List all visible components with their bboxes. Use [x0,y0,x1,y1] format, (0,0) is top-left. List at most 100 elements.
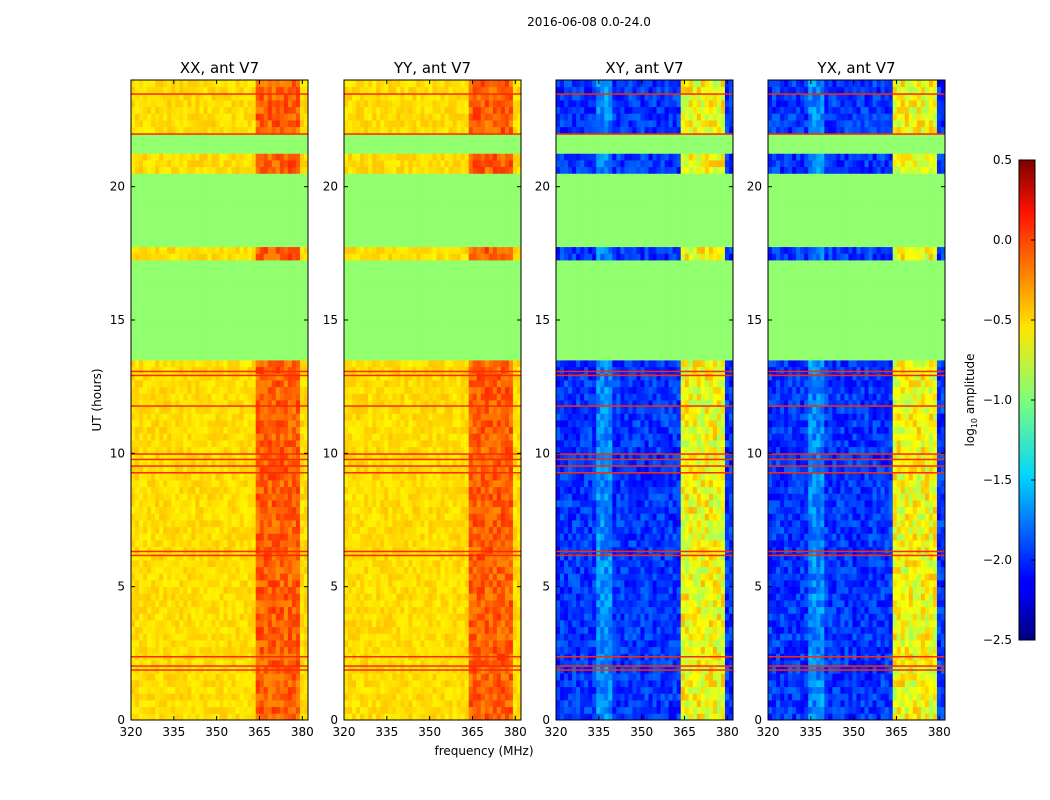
heatmap-cell [227,546,232,554]
heatmap-cell [155,266,160,274]
heatmap-cell [195,406,200,414]
heatmap-cell [151,293,156,301]
heatmap-cell [227,620,232,628]
heatmap-cell [151,320,156,328]
heatmap-cell [508,680,514,688]
heatmap-cell [131,453,136,461]
heatmap-cell [139,186,144,194]
heatmap-cell [223,386,228,394]
heatmap-cell [408,606,413,614]
heatmap-cell [243,566,249,574]
heatmap-cell [239,393,245,401]
heatmap-cell [183,486,188,494]
heatmap-cell [207,633,212,641]
heatmap-cell [159,706,164,714]
heatmap-cell [215,426,220,434]
heatmap-cell [187,706,192,714]
heatmap-cell [171,233,176,241]
heatmap-cell [384,620,389,628]
heatmap-cell [444,620,449,628]
heatmap-cell [227,373,232,381]
heatmap-cell [243,280,249,288]
heatmap-cell [223,506,228,514]
heatmap-cell [199,473,204,481]
heatmap-cell [299,706,305,714]
heatmap-cell [243,360,249,368]
heatmap-cell [211,600,216,608]
heatmap-cell [255,493,261,501]
heatmap-cell [183,573,188,581]
heatmap-cell [259,366,265,374]
heatmap-cell [263,226,269,234]
heatmap-cell [488,626,494,634]
heatmap-cell [464,700,470,708]
heatmap-cell [195,426,200,434]
heatmap-cell [279,280,285,288]
heatmap-cell [279,213,285,221]
heatmap-cell [247,393,253,401]
heatmap-cell [219,353,224,361]
heatmap-cell [159,380,164,388]
heatmap-cell [468,640,474,648]
heatmap-cell [223,100,228,108]
heatmap-cell [195,700,200,708]
heatmap-cell [243,253,249,261]
heatmap-cell [143,226,148,234]
heatmap-cell [227,306,232,314]
heatmap-cell [203,706,208,714]
heatmap-cell [412,626,417,634]
heatmap-cell [175,673,180,681]
heatmap-cell [271,593,277,601]
heatmap-cell [147,153,152,161]
heatmap-cell [175,600,180,608]
heatmap-cell [223,440,228,448]
heatmap-cell [223,633,228,641]
heatmap-cell [175,513,180,521]
heatmap-cell [275,553,281,561]
heatmap-cell [195,246,200,254]
heatmap-cell [235,413,241,421]
heatmap-cell [183,206,188,214]
heatmap-cell [207,480,212,488]
heatmap-cell [183,660,188,668]
heatmap-cell [239,173,245,181]
heatmap-cell [187,380,192,388]
heatmap-cell [143,220,148,228]
heatmap-cell [195,253,200,261]
heatmap-cell [231,233,236,241]
heatmap-cell [295,200,301,208]
heatmap-cell [287,386,293,394]
heatmap-cell [135,180,140,188]
heatmap-cell [171,613,176,621]
heatmap-cell [235,100,241,108]
heatmap-cell [219,166,224,174]
heatmap-cell [219,233,224,241]
heatmap-cell [207,686,212,694]
heatmap-cell [283,126,289,134]
heatmap-cell [251,360,257,368]
heatmap-cell [287,706,293,714]
heatmap-cell [448,700,454,708]
heatmap-cell [227,500,232,508]
heatmap-cell [299,546,305,554]
heatmap-cell [267,246,273,254]
heatmap-cell [211,346,216,354]
heatmap-cell [195,620,200,628]
heatmap-cell [155,333,160,341]
heatmap-cell [231,220,236,228]
heatmap-cell [255,93,261,101]
heatmap-cell [131,433,136,441]
heatmap-cell [183,713,188,721]
heatmap-cell [255,286,261,294]
heatmap-cell [303,126,309,134]
heatmap-cell [159,433,164,441]
heatmap-cell [139,400,144,408]
flag-row [131,472,308,474]
heatmap-cell [155,80,160,88]
heatmap-cell [259,520,265,528]
heatmap-cell [504,686,510,694]
heatmap-cell [452,700,458,708]
heatmap-cell [135,233,140,241]
heatmap-cell [263,620,269,628]
heatmap-cell [207,80,212,88]
